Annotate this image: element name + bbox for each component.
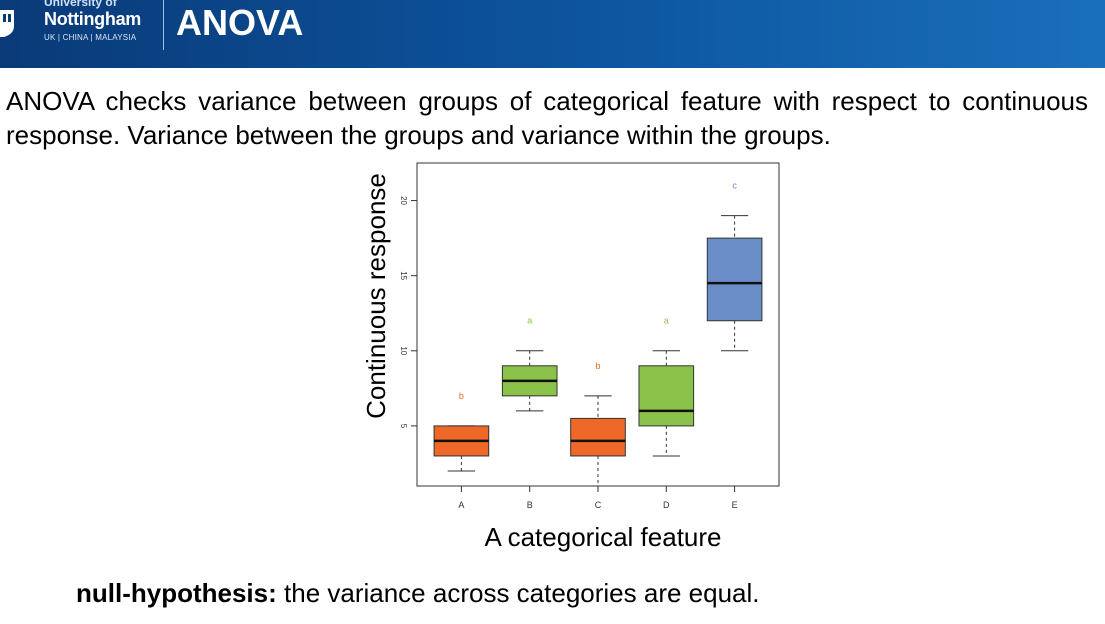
x-axis-label: A categorical feature — [484, 522, 721, 552]
box-body — [706, 237, 763, 322]
logo-name: Nottingham — [44, 9, 141, 29]
x-axis: A B C D E — [458, 486, 738, 510]
group-letter: c — [732, 181, 737, 191]
group-letter: b — [595, 361, 600, 371]
slide-header: University of Nottingham UK | CHINA | MA… — [0, 0, 1105, 68]
slide-title: ANOVA — [176, 2, 304, 43]
header-divider — [163, 0, 164, 50]
boxes-layer: b a b a c — [433, 181, 763, 487]
x-tick-label: A — [458, 500, 464, 510]
null-hypothesis-statement: null-hypothesis: the variance across cat… — [76, 576, 760, 610]
crest-icon — [0, 10, 14, 37]
box-D: a — [638, 316, 695, 457]
box-B: a — [501, 316, 558, 412]
y-tick-label: 10 — [399, 346, 408, 355]
logo-university-of: University of — [44, 0, 117, 9]
group-letter: b — [459, 391, 464, 401]
y-tick-label: 5 — [399, 424, 408, 429]
group-letter: a — [527, 316, 532, 326]
university-logo: University of Nottingham UK | CHINA | MA… — [0, 0, 165, 68]
x-tick-label: D — [663, 500, 670, 510]
x-tick-label: B — [527, 500, 533, 510]
box-C: b — [570, 361, 626, 487]
box-E: c — [706, 181, 763, 352]
y-tick-label: 20 — [399, 196, 408, 205]
x-tick-label: C — [595, 500, 602, 510]
intro-paragraph: ANOVA checks variance between groups of … — [6, 86, 1088, 150]
box-body — [570, 417, 626, 457]
box-body — [638, 365, 695, 427]
box-A: b — [433, 391, 490, 472]
null-hypothesis-text: the variance across categories are equal… — [276, 578, 760, 608]
y-tick-label: 15 — [399, 271, 408, 280]
x-tick-label: E — [732, 500, 738, 510]
y-axis: 5 10 15 20 — [399, 196, 417, 429]
null-hypothesis-label: null-hypothesis: — [76, 578, 277, 608]
logo-campuses: UK | CHINA | MALAYSIA — [44, 33, 137, 42]
group-letter: a — [664, 316, 669, 326]
y-axis-label: Continuous response — [361, 173, 391, 419]
